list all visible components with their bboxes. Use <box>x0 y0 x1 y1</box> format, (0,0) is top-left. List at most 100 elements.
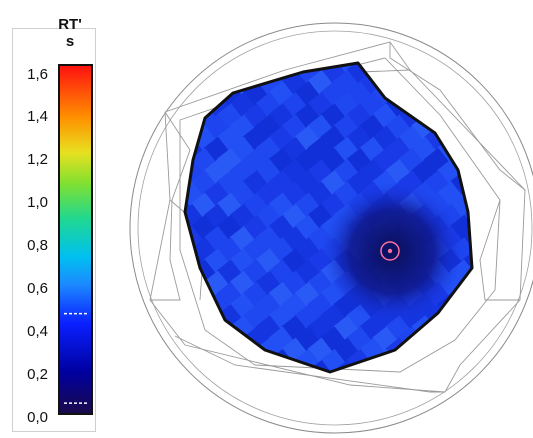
heatmap-tile <box>463 337 472 363</box>
heatmap-tile <box>346 393 371 418</box>
heatmap-tile <box>437 337 463 363</box>
heatmap-tile <box>476 126 501 151</box>
heatmap-tile <box>178 382 203 407</box>
outer-wall-circle <box>129 22 533 434</box>
heatmap-tile <box>139 371 164 396</box>
heatmap-tile <box>152 159 177 184</box>
heatmap-tile <box>307 382 332 407</box>
heatmap-tile <box>217 393 242 418</box>
heatmap-tile <box>489 204 514 229</box>
heatmap-tile <box>152 137 177 162</box>
heatmap-tile <box>476 393 501 418</box>
legend-title: RT' s <box>50 16 90 50</box>
heatmap-tile <box>139 148 164 173</box>
heatmap-tile <box>216 371 243 372</box>
heatmap-tile <box>139 126 164 151</box>
heatmap-tile <box>242 348 268 372</box>
heatmap-tile <box>489 315 514 340</box>
heatmap-tile <box>255 360 281 372</box>
heatmap-tile <box>268 371 294 372</box>
heatmap-tile <box>295 36 320 61</box>
heatmap-tile <box>282 382 307 407</box>
heatmap-tile <box>489 360 514 385</box>
heatmap-tile <box>463 69 472 96</box>
legend-panel <box>12 28 96 432</box>
heatmap-tile <box>139 393 164 418</box>
heatmap-tile <box>185 293 204 319</box>
heatmap-tile <box>139 193 164 218</box>
heatmap-tile <box>139 304 164 329</box>
heatmap-tile <box>424 326 450 352</box>
tick-label: 1,2 <box>27 151 48 168</box>
heatmap-tile <box>190 348 217 372</box>
heatmap-tile <box>333 382 358 407</box>
heatmap-tile <box>450 371 472 372</box>
heatmap-tile <box>185 237 191 263</box>
heatmap-tile <box>476 282 501 307</box>
heatmap-tile <box>185 371 191 372</box>
heatmap-tile <box>411 337 437 363</box>
heatmap-tile <box>476 59 501 84</box>
color-scale-bar <box>58 64 93 415</box>
heatmap-tile <box>476 170 501 195</box>
heatmap-tile <box>411 63 437 73</box>
heatmap-tile <box>320 393 345 418</box>
heatmap-tile <box>242 371 268 372</box>
heatmap-tile <box>424 63 450 84</box>
heatmap-tile <box>398 371 424 372</box>
heatmap-tile <box>185 348 191 372</box>
heatmap-tile <box>243 36 268 61</box>
tick-label: 1,6 <box>27 66 48 83</box>
heatmap-tile <box>450 36 475 61</box>
heatmap-tile <box>437 63 463 73</box>
heatmap-tile <box>424 371 450 372</box>
heatmap-tile <box>139 170 164 195</box>
heatmap-tile <box>152 293 177 318</box>
heatmap-tile <box>165 393 190 418</box>
tick-label: 0,0 <box>27 409 48 426</box>
heatmap-tile <box>489 92 514 117</box>
heatmap-tile <box>190 326 217 352</box>
heatmap-tile <box>372 393 397 418</box>
heatmap-tile <box>411 92 437 118</box>
structure-outlines <box>149 41 526 393</box>
heatmap-tile <box>437 315 463 341</box>
receiver-marker <box>380 241 400 261</box>
tick-label: 1,0 <box>27 194 48 211</box>
heatmap-tile <box>489 181 514 206</box>
room-outline <box>183 61 474 374</box>
heatmap-tile <box>450 393 475 418</box>
heatmap-tile <box>255 63 281 73</box>
heatmap-tile <box>463 159 472 185</box>
heatmap-tile <box>463 315 472 341</box>
heatmap-tile <box>185 103 191 129</box>
heatmap-tile <box>229 63 255 73</box>
heatmap-tile <box>152 114 177 139</box>
heatmap-tile <box>372 371 398 372</box>
heatmap-tile <box>216 63 243 84</box>
tick-label: 1,4 <box>27 108 48 125</box>
heatmap-tile <box>191 393 216 418</box>
heatmap-tile <box>185 125 191 151</box>
legend-title-line2: s <box>65 33 75 50</box>
heatmap-tile <box>385 360 411 372</box>
heatmap-tile <box>185 315 204 341</box>
heatmap-tile <box>185 281 191 308</box>
heatmap-tile <box>139 215 164 240</box>
heatmap-tile <box>152 382 177 407</box>
heatmap-tile <box>152 360 177 385</box>
heatmap-tile <box>256 382 281 407</box>
heatmap-tile <box>346 36 371 61</box>
heatmap-tile <box>190 81 217 107</box>
heatmap-tile <box>185 259 191 285</box>
heatmap-tile <box>320 371 346 372</box>
heatmap-tile <box>295 393 320 418</box>
heatmap-tile <box>320 36 345 61</box>
heatmap-tile <box>424 36 449 61</box>
tick-label: 0,8 <box>27 237 48 254</box>
heatmap-tile <box>476 215 501 240</box>
heatmap-tile <box>185 337 204 363</box>
heatmap-tile <box>203 360 230 372</box>
heatmap-tile <box>450 81 472 107</box>
